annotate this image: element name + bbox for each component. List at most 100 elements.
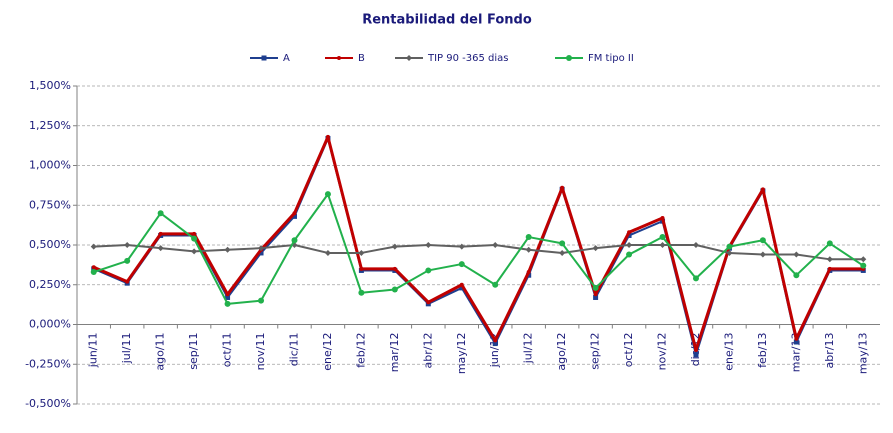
marker	[627, 230, 632, 235]
x-tick-label: abr/13	[823, 333, 836, 369]
marker	[191, 248, 198, 255]
x-tick-label: feb/12	[354, 333, 367, 368]
marker	[191, 235, 198, 242]
y-tick-label: -0,250%	[25, 357, 71, 370]
marker	[90, 243, 97, 250]
marker	[258, 297, 265, 304]
x-tick-label: sep/12	[589, 333, 602, 370]
marker	[459, 285, 465, 291]
marker	[659, 242, 666, 248]
x-tick-label: oct/12	[622, 333, 635, 368]
legend-label: A	[283, 53, 290, 64]
marker	[492, 242, 499, 248]
marker	[258, 245, 265, 252]
marker	[124, 242, 131, 248]
marker	[526, 270, 531, 275]
x-tick-label: sep/11	[187, 333, 200, 370]
marker	[291, 213, 297, 219]
chart-title: Rentabilidad del Fondo	[362, 13, 532, 28]
marker	[325, 134, 330, 139]
x-tick-label: may/13	[856, 333, 869, 375]
marker	[125, 279, 130, 284]
marker	[425, 242, 432, 248]
marker	[425, 267, 432, 274]
marker	[726, 243, 733, 250]
marker	[559, 249, 566, 256]
series-line	[93, 135, 864, 352]
marker	[726, 249, 733, 256]
marker	[760, 187, 765, 192]
marker	[693, 352, 699, 358]
x-tick-label: jun/11	[87, 333, 100, 369]
x-tick-label: nov/12	[656, 333, 669, 371]
x-tick-label: mar/12	[388, 333, 401, 373]
marker	[793, 339, 799, 345]
marker	[324, 191, 331, 198]
y-tick-label: 0,250%	[29, 278, 71, 291]
marker	[626, 242, 633, 248]
marker	[692, 275, 699, 282]
marker	[793, 251, 800, 258]
marker	[292, 211, 297, 216]
marker	[626, 251, 633, 258]
x-tick-label: ago/11	[154, 333, 167, 371]
x-tick-label: nov/11	[254, 333, 267, 371]
y-tick-label: 0,000%	[29, 318, 71, 331]
marker	[337, 56, 341, 60]
marker	[826, 256, 833, 263]
marker	[157, 245, 164, 252]
x-tick-label: abr/12	[421, 333, 434, 369]
x-tick-label: ene/12	[321, 333, 334, 371]
marker	[90, 269, 97, 276]
y-tick-label: 1,250%	[29, 119, 71, 132]
x-tick-label: may/12	[455, 333, 468, 375]
x-tick-label: jun/12	[488, 333, 501, 369]
marker	[358, 289, 365, 296]
marker	[592, 245, 599, 252]
marker	[659, 234, 666, 241]
marker	[759, 251, 766, 258]
x-tick-label: ene/13	[722, 333, 735, 371]
marker	[224, 246, 231, 253]
marker	[458, 261, 465, 268]
x-tick-label: oct/11	[221, 333, 234, 368]
y-tick-label: 1,500%	[29, 79, 71, 92]
x-tick-label: jul/11	[120, 333, 133, 365]
marker	[124, 257, 131, 264]
marker	[693, 347, 698, 352]
marker	[592, 284, 599, 291]
marker	[827, 266, 832, 271]
marker	[559, 240, 566, 247]
series-line	[93, 193, 864, 305]
marker	[157, 210, 164, 217]
marker	[158, 231, 163, 236]
marker	[391, 286, 398, 293]
marker	[626, 232, 632, 238]
marker	[660, 215, 665, 220]
marker	[593, 292, 598, 297]
x-tick-label: jul/12	[522, 333, 535, 365]
y-tick-label: 1,000%	[29, 159, 71, 172]
marker	[392, 266, 397, 271]
marker	[258, 250, 264, 256]
marker	[759, 237, 766, 244]
marker	[391, 243, 398, 250]
series-line	[93, 244, 864, 261]
marker	[593, 294, 599, 300]
marker	[224, 300, 231, 307]
marker	[459, 282, 464, 287]
marker	[826, 240, 833, 247]
marker	[492, 281, 499, 288]
marker	[261, 55, 267, 61]
marker	[860, 262, 867, 269]
marker	[406, 55, 412, 61]
y-tick-label: -0,500%	[25, 397, 71, 410]
marker	[426, 300, 431, 305]
y-tick-label: 0,750%	[29, 198, 71, 211]
marker	[525, 246, 532, 253]
marker	[692, 242, 699, 248]
legend-label: TIP 90 -365 dias	[427, 53, 509, 64]
marker	[192, 231, 197, 236]
y-tick-label: 0,500%	[29, 238, 71, 251]
marker	[793, 272, 800, 279]
